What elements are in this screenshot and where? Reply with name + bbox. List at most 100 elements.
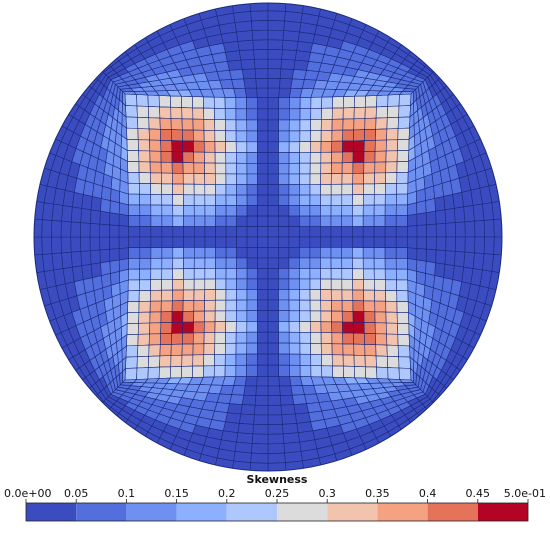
mesh-cell	[398, 356, 411, 369]
mesh-cell	[353, 95, 367, 108]
mesh-cell	[257, 184, 269, 196]
mesh-cell	[50, 220, 62, 238]
mesh-cell	[309, 257, 321, 269]
mesh-cell	[341, 226, 353, 238]
mesh-cell	[235, 310, 248, 322]
mesh-cell	[267, 278, 279, 290]
mesh-cell	[183, 257, 195, 270]
mesh-cell	[126, 150, 140, 163]
mesh-cell	[256, 364, 269, 377]
mesh-cell	[171, 151, 184, 163]
mesh-cell	[150, 193, 163, 206]
mesh-cell	[204, 247, 216, 259]
mesh-cell	[435, 222, 447, 238]
mesh-cell	[126, 333, 139, 347]
mesh-cell	[352, 162, 365, 174]
mesh-cell	[299, 364, 312, 378]
mesh-cell	[474, 220, 486, 238]
mesh-cell	[193, 310, 205, 323]
mesh-cell	[373, 204, 386, 217]
mesh-cell	[150, 183, 163, 195]
mesh-cell	[330, 173, 343, 185]
colorbar-bands	[26, 503, 528, 521]
mesh-cell	[289, 376, 303, 387]
mesh-cell	[160, 311, 173, 324]
mesh-cell	[224, 364, 237, 378]
mesh-cell	[160, 172, 173, 185]
mesh-cell	[341, 268, 353, 280]
mesh-cell	[161, 268, 174, 280]
mesh-cell	[246, 173, 258, 185]
mesh-cell	[267, 376, 280, 387]
mesh-cell	[236, 278, 248, 290]
mesh-cell	[353, 366, 367, 379]
mesh-cell	[267, 29, 285, 41]
mesh-cell	[127, 268, 141, 281]
mesh-cell	[89, 236, 101, 252]
mesh-cell	[330, 278, 343, 291]
mesh-cell	[331, 118, 344, 131]
mesh-cell	[170, 129, 183, 142]
mesh-cell	[89, 222, 101, 238]
mesh-cell	[374, 322, 387, 335]
mesh-cell	[444, 250, 456, 267]
mesh-cell	[193, 205, 206, 217]
mesh-cell	[330, 183, 343, 196]
mesh-cell	[407, 213, 418, 227]
mesh-cell	[139, 193, 152, 206]
colorbar-frame	[25, 502, 529, 522]
mesh-cell	[243, 78, 257, 89]
mesh-cell	[172, 183, 184, 196]
mesh-cell	[250, 452, 269, 464]
mesh-cell	[341, 151, 354, 164]
mesh-cell	[240, 58, 256, 70]
mesh-cell	[342, 343, 355, 356]
mesh-cell	[215, 194, 227, 206]
mesh-cell	[289, 364, 301, 377]
mesh-cell	[160, 289, 173, 302]
mesh-cell	[363, 161, 376, 174]
mesh-cell	[238, 49, 255, 61]
mesh-cell	[203, 332, 216, 345]
mesh-cell	[214, 332, 226, 344]
mesh-cell	[236, 184, 248, 196]
mesh-cell	[194, 247, 206, 259]
mesh-cell	[246, 353, 258, 366]
mesh-cell	[395, 204, 408, 216]
mesh-cell	[278, 342, 290, 355]
mesh-cell	[236, 268, 248, 280]
mesh-cell	[225, 268, 237, 280]
mesh-cell	[309, 141, 322, 153]
mesh-cell	[330, 289, 343, 301]
mesh-cell	[299, 353, 312, 366]
mesh-cell	[79, 222, 91, 238]
mesh-cell	[267, 299, 279, 312]
colorbar-band-7	[377, 503, 428, 521]
mesh-cell	[182, 278, 195, 291]
mesh-cell	[341, 278, 354, 291]
mesh-cell	[160, 322, 173, 335]
mesh-cell	[330, 268, 343, 280]
colorbar-band-1	[76, 503, 127, 521]
mesh-cell	[41, 219, 53, 238]
colorbar-tick-label-6: 0.3	[318, 487, 336, 500]
mesh-cell	[309, 299, 322, 312]
mesh-cell	[246, 236, 258, 248]
mesh-cell	[288, 299, 300, 312]
mesh-cell	[267, 205, 279, 217]
mesh-cell	[193, 194, 206, 206]
mesh-cell	[384, 225, 397, 238]
mesh-cell	[100, 273, 112, 289]
mesh-cell	[257, 205, 269, 217]
mesh-cell	[395, 226, 408, 238]
mesh-cell	[267, 173, 279, 185]
mesh-cell	[203, 140, 216, 153]
mesh-cell	[463, 205, 475, 223]
mesh-cell	[407, 247, 418, 261]
mesh-cell	[127, 279, 140, 292]
mesh-cell	[299, 226, 311, 238]
mesh-cell	[159, 344, 172, 357]
mesh-cell	[375, 106, 389, 119]
mesh-cell	[320, 321, 333, 334]
mesh-cell	[150, 215, 163, 227]
